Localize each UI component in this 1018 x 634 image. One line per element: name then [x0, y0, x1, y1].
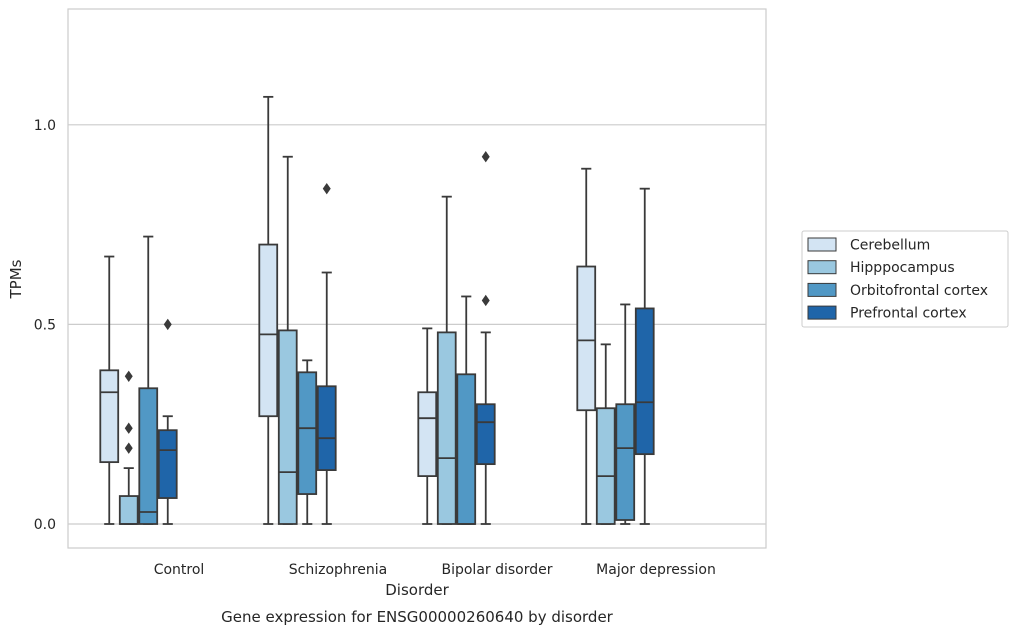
x-tick-label: Bipolar disorder: [441, 562, 552, 578]
box-2-3: [475, 151, 496, 525]
box-1-1: [277, 155, 298, 525]
box-body: [615, 403, 636, 521]
box-0-3: [157, 318, 178, 525]
x-tick-label: Schizophrenia: [289, 562, 387, 578]
box-body: [258, 243, 279, 418]
box-body: [316, 385, 337, 472]
box-body: [475, 403, 496, 466]
y-tick-label: 0.0: [34, 517, 56, 533]
box-body: [576, 265, 597, 412]
box-body: [417, 391, 438, 477]
outlier-point: [322, 182, 331, 195]
box-body: [99, 369, 120, 464]
outlier-point: [481, 294, 490, 307]
box-3-3: [634, 187, 655, 525]
box-body: [277, 329, 298, 525]
box-body: [118, 495, 139, 525]
y-axis-title: TPMs: [7, 259, 25, 299]
box-body: [157, 429, 178, 499]
legend-swatch: [807, 237, 837, 252]
y-axis-ticks: 0.00.51.01.52.02.5: [34, 118, 56, 533]
box-plot-marks: [99, 95, 655, 525]
legend-label: Orbitofrontal cortex: [850, 283, 988, 299]
legend-label: Prefrontal cortex: [850, 306, 967, 322]
chart-caption: Gene expression for ENSG00000260640 by d…: [221, 608, 614, 626]
y-tick-label: 1.0: [34, 118, 56, 134]
box-body: [634, 307, 655, 456]
box-body: [297, 371, 318, 495]
box-3-1: [595, 343, 616, 525]
outlier-point: [163, 318, 172, 331]
x-axis-ticks: Control Schizophrenia Bipolar disorder Majo…: [154, 562, 716, 578]
legend: Cerebellum Hipppocampus Orbitofrontal cort…: [801, 230, 1009, 328]
box-body: [456, 373, 477, 525]
outlier-point: [124, 370, 133, 382]
legend-swatch: [807, 282, 837, 297]
box-0-2: [138, 235, 159, 525]
box-1-0: [258, 95, 279, 525]
outlier-point: [481, 151, 490, 163]
legend-swatch: [807, 260, 837, 275]
box-2-2: [456, 295, 477, 525]
box-2-0: [417, 327, 438, 525]
box-1-3: [316, 182, 337, 525]
box-0-1: [118, 370, 139, 525]
box-body: [138, 387, 159, 525]
plot-frame: [67, 8, 767, 549]
box-0-0: [99, 255, 120, 525]
box-1-2: [297, 359, 318, 525]
y-tick-label: 0.5: [34, 317, 56, 333]
legend-frame: [801, 230, 1009, 328]
box-body: [436, 331, 457, 525]
outlier-point: [124, 422, 133, 434]
x-tick-label: Control: [154, 562, 205, 578]
legend-label: Hipppocampus: [850, 260, 955, 276]
box-3-2: [615, 303, 636, 525]
box-body: [595, 407, 616, 525]
box-3-0: [576, 167, 597, 525]
x-axis-title: Disorder: [385, 581, 449, 599]
outlier-point: [124, 442, 133, 454]
legend-label: Cerebellum: [850, 238, 930, 254]
x-tick-label: Major depression: [596, 562, 716, 578]
box-2-1: [436, 195, 457, 525]
legend-swatch: [807, 305, 837, 320]
